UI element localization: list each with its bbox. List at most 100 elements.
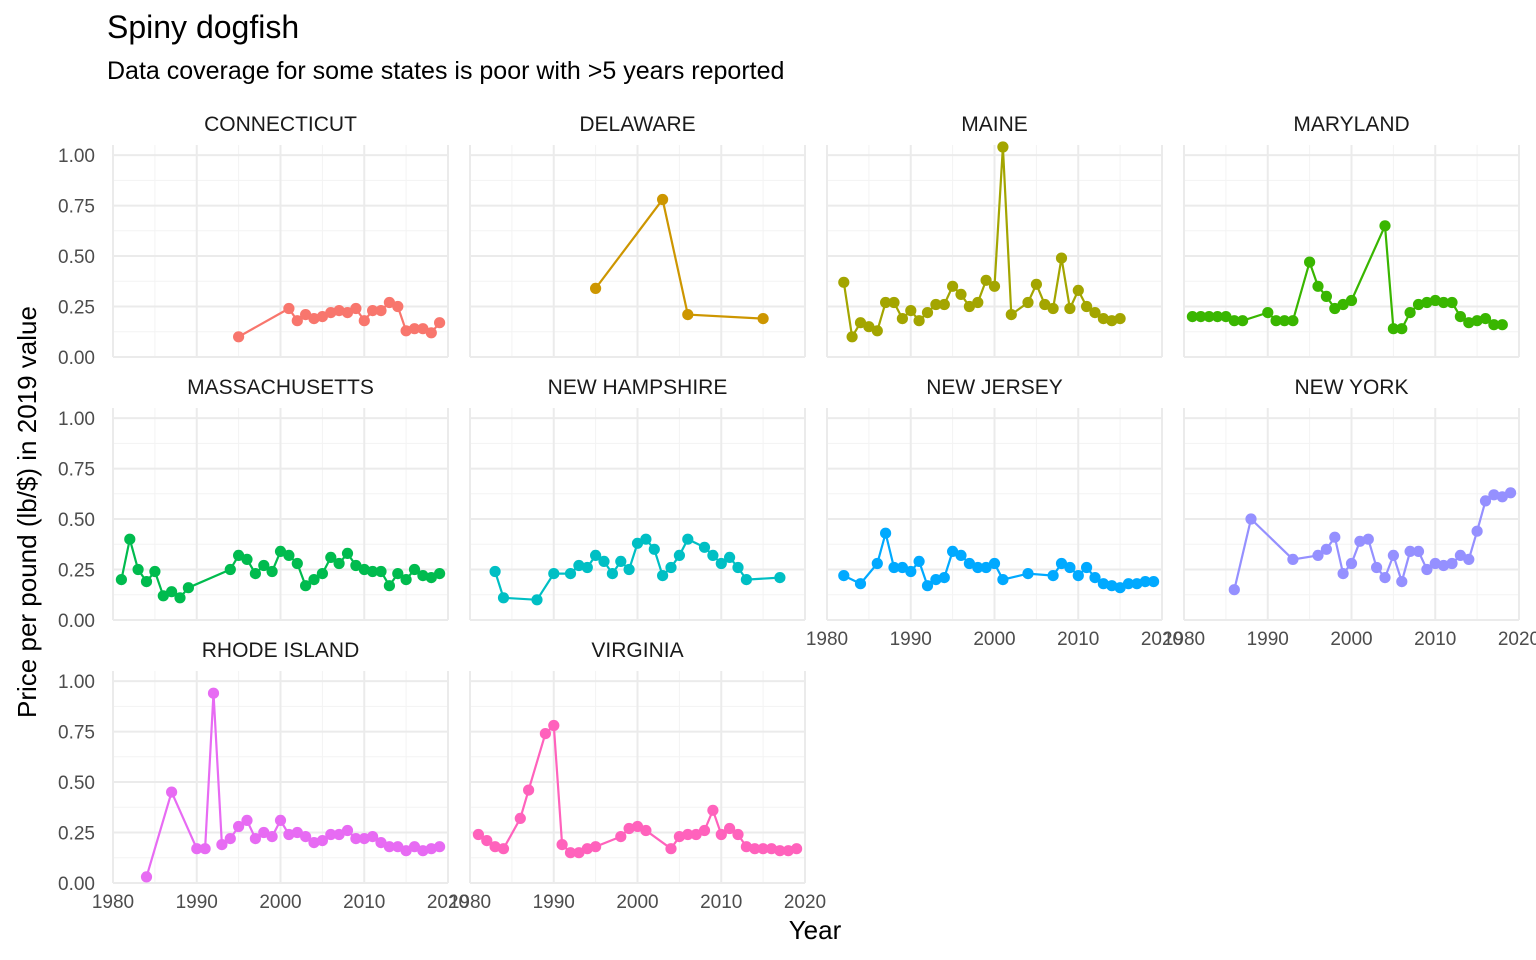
data-point — [1081, 300, 1093, 313]
y-tick-label: 0.00 — [58, 611, 95, 632]
data-point — [1488, 319, 1500, 331]
data-point — [1195, 311, 1207, 323]
data-point — [392, 568, 404, 580]
data-point — [1139, 576, 1151, 588]
facet-label: MASSACHUSETTS — [187, 376, 374, 399]
data-point — [258, 826, 270, 839]
x-axis-title: Year — [789, 915, 842, 945]
data-point — [1379, 572, 1391, 584]
data-point — [838, 570, 850, 582]
facet-label: MARYLAND — [1293, 113, 1409, 136]
data-point — [291, 557, 303, 570]
facet-connecticut: CONNECTICUT 0.00 0.25 0.50 0.75 1.00 — [58, 113, 449, 369]
data-point — [283, 549, 295, 562]
data-point — [1404, 307, 1416, 319]
facet-new-york: NEW YORK 1980 1990 2000 2010 2020 — [1163, 376, 1536, 650]
data-point — [308, 313, 320, 325]
data-point — [905, 565, 917, 578]
x-tick-label: 1990 — [176, 892, 218, 913]
x-tick-label: 1990 — [1247, 629, 1289, 650]
chart-title: Spiny dogfish — [107, 9, 299, 45]
data-point — [1329, 302, 1341, 315]
data-point — [564, 847, 577, 859]
data-point — [598, 555, 610, 568]
data-point — [548, 719, 560, 732]
data-point — [1345, 557, 1358, 570]
y-tick-label: 0.50 — [58, 247, 95, 268]
data-point — [1496, 491, 1508, 503]
data-point — [657, 570, 669, 582]
data-point — [1421, 563, 1433, 576]
data-point — [732, 828, 744, 841]
data-point — [497, 592, 510, 604]
facet-maryland: MARYLAND — [1183, 113, 1520, 358]
data-point — [740, 574, 753, 586]
data-point — [631, 537, 644, 549]
data-point — [1245, 513, 1257, 525]
data-point — [182, 582, 194, 594]
y-tick-label: 0.75 — [58, 197, 95, 218]
data-point — [707, 549, 719, 562]
data-point — [241, 553, 253, 566]
data-point — [997, 141, 1009, 153]
data-point — [556, 839, 568, 851]
data-point — [233, 820, 245, 833]
data-point — [392, 300, 404, 313]
data-point — [333, 828, 345, 841]
data-point — [1362, 533, 1374, 545]
facet-rhode-island: RHODE ISLAND 0.00 0.25 0.50 0.75 1.00 1980 1990… — [58, 639, 469, 913]
facet-label: VIRGINIA — [591, 639, 683, 662]
data-point — [249, 568, 261, 580]
data-point — [888, 561, 900, 574]
data-point — [972, 561, 984, 574]
facet-new-hampshire: NEW HAMPSHIRE — [469, 376, 806, 621]
data-point — [392, 841, 404, 853]
facet-virginia: VIRGINIA 1980 1990 2000 2010 2020 — [449, 639, 826, 913]
data-point — [350, 833, 362, 845]
data-point — [489, 565, 501, 578]
data-point — [367, 305, 379, 317]
data-point — [341, 824, 354, 837]
y-tick-label: 0.25 — [58, 561, 95, 582]
data-point — [216, 839, 228, 851]
data-point — [682, 533, 694, 545]
data-point — [523, 784, 535, 796]
data-point — [590, 282, 602, 294]
data-point — [1463, 553, 1475, 566]
data-point — [1345, 294, 1358, 307]
data-point — [648, 543, 660, 555]
data-point — [896, 561, 909, 574]
data-point — [774, 845, 786, 857]
data-point — [481, 835, 493, 847]
data-point — [383, 841, 395, 853]
y-tick-label: 0.25 — [58, 298, 95, 319]
data-point — [224, 563, 236, 576]
data-point — [698, 541, 711, 553]
data-point — [1496, 319, 1508, 331]
x-tick-label: 2000 — [973, 629, 1015, 650]
data-point — [316, 835, 328, 847]
data-point — [1228, 584, 1240, 596]
data-point — [838, 276, 850, 288]
data-point — [682, 309, 694, 321]
data-point — [1148, 576, 1160, 588]
data-point — [1097, 313, 1109, 325]
data-point — [980, 274, 992, 286]
data-point — [724, 551, 736, 564]
data-point — [871, 557, 883, 570]
data-point — [341, 547, 354, 560]
data-point — [1203, 311, 1215, 323]
data-point — [1005, 309, 1017, 321]
data-point — [1089, 572, 1101, 584]
data-point — [400, 574, 412, 586]
data-point — [1446, 296, 1458, 309]
data-point — [300, 580, 312, 592]
data-point — [1371, 561, 1383, 574]
data-point — [1064, 561, 1076, 574]
y-tick-label: 1.00 — [58, 672, 95, 693]
data-point — [749, 843, 761, 855]
data-point — [1030, 278, 1042, 290]
data-point — [434, 317, 446, 329]
data-point — [698, 824, 711, 837]
facet-label: RHODE ISLAND — [202, 639, 360, 662]
